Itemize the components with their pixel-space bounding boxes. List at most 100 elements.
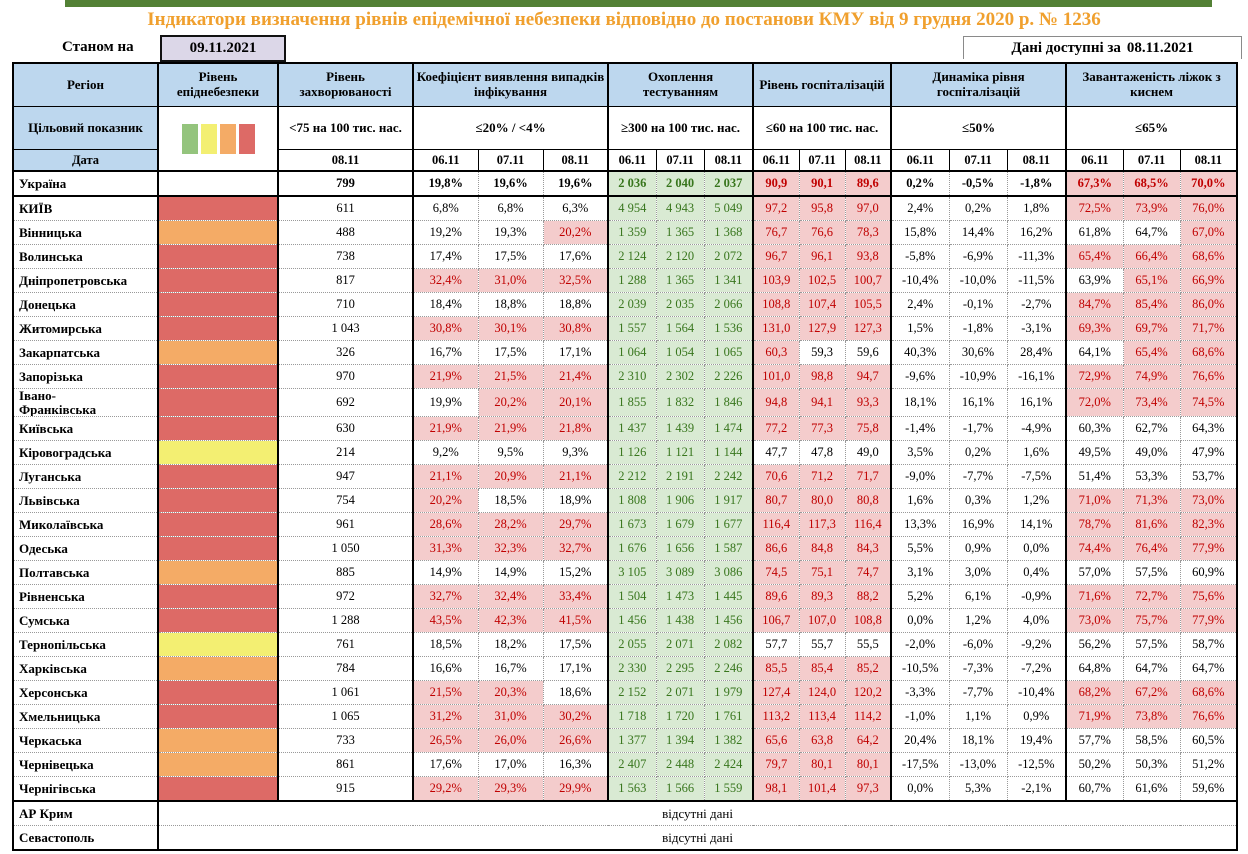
- detection-value: 19,2%: [412, 220, 479, 245]
- risk-level-cell: [157, 292, 279, 317]
- region-name: Івано- Франківська: [13, 388, 159, 418]
- detection-value: 17,5%: [478, 340, 544, 365]
- incidence-value: 1 050: [277, 536, 414, 562]
- detection-value: 29,9%: [543, 776, 609, 803]
- hospitalization-value: 107,4: [799, 292, 846, 317]
- detection-value: 31,0%: [478, 704, 544, 730]
- incidence-value: 972: [277, 584, 414, 610]
- hospitalization-value: 90,1: [799, 170, 846, 197]
- beds-value: 61,8%: [1065, 220, 1124, 245]
- hospitalization-value: 78,3: [845, 220, 892, 245]
- beds-value: 85,4%: [1123, 292, 1181, 317]
- detection-value: 21,1%: [412, 464, 479, 490]
- table-row: Чернігівська 915 29,2% 29,3% 29,9% 1 563 1 566…: [13, 776, 1238, 803]
- beds-value: 73,8%: [1123, 704, 1181, 730]
- dynamics-value: -3,3%: [890, 680, 950, 706]
- detection-value: 17,1%: [543, 340, 609, 365]
- detection-value: 17,5%: [478, 244, 544, 269]
- risk-level-cell: [157, 244, 279, 269]
- detection-value: 32,7%: [412, 584, 479, 610]
- hospitalization-value: 100,7: [845, 268, 892, 293]
- dynamics-value: 5,2%: [890, 584, 950, 610]
- region-name: Севастополь: [13, 825, 159, 851]
- table-row: Кіровоградська 214 9,2% 9,5% 9,3% 1 126 1 121 1…: [13, 440, 1238, 466]
- dynamics-value: -5,8%: [890, 244, 950, 269]
- beds-value: 58,5%: [1123, 728, 1181, 754]
- hospitalization-value: 80,1: [799, 752, 846, 778]
- table-row: Херсонська 1 061 21,5% 20,3% 18,6% 2 152 2 071…: [13, 680, 1238, 706]
- detection-value: 31,0%: [478, 268, 544, 293]
- dynamics-value: 14,1%: [1007, 512, 1067, 538]
- detection-value: 17,6%: [543, 244, 609, 269]
- beds-value: 82,3%: [1180, 512, 1238, 538]
- hospitalization-value: 71,7: [845, 464, 892, 490]
- table-row: Вінницька 488 19,2% 19,3% 20,2% 1 359 1 365 1 3…: [13, 220, 1238, 245]
- testing-value: 3 105: [607, 560, 657, 586]
- beds-value: 64,1%: [1065, 340, 1124, 365]
- dynamics-value: -0,9%: [1007, 584, 1067, 610]
- dynamics-value: -4,9%: [1007, 416, 1067, 442]
- beds-value: 67,0%: [1180, 220, 1238, 245]
- detection-value: 21,9%: [412, 416, 479, 442]
- table-row: Донецька 710 18,4% 18,8% 18,8% 2 039 2 035 2 06…: [13, 292, 1238, 317]
- date-cell: 07.11: [798, 149, 846, 172]
- region-name: Сумська: [13, 608, 159, 634]
- detection-value: 20,2%: [543, 220, 609, 245]
- testing-value: 1 064: [607, 340, 657, 365]
- region-name: Полтавська: [13, 560, 159, 586]
- incidence-value: 488: [277, 220, 414, 245]
- beds-value: 51,2%: [1180, 752, 1238, 778]
- hospitalization-value: 77,3: [799, 416, 846, 442]
- testing-value: 2 330: [607, 656, 657, 682]
- date-cell: 08.11: [1179, 149, 1238, 172]
- beds-value: 51,4%: [1065, 464, 1124, 490]
- date-cell: 06.11: [412, 149, 479, 172]
- detection-value: 9,2%: [412, 440, 479, 466]
- target-row-label: Цільовий показник: [12, 106, 159, 150]
- dynamics-value: 1,8%: [1007, 196, 1067, 221]
- dynamics-value: 20,4%: [890, 728, 950, 754]
- incidence-value: 961: [277, 512, 414, 538]
- detection-value: 29,2%: [412, 776, 479, 803]
- hospitalization-value: 97,2: [752, 196, 800, 221]
- beds-value: 76,0%: [1180, 196, 1238, 221]
- dynamics-value: -3,1%: [1007, 316, 1067, 341]
- testing-value: 2 124: [607, 244, 657, 269]
- testing-value: 1 126: [607, 440, 657, 466]
- beds-value: 71,9%: [1065, 704, 1124, 730]
- detection-value: 31,3%: [412, 536, 479, 562]
- hospitalization-value: 94,8: [752, 388, 800, 418]
- dynamics-value: 1,2%: [1007, 488, 1067, 514]
- beds-value: 66,9%: [1180, 268, 1238, 293]
- hospitalization-value: 77,2: [752, 416, 800, 442]
- beds-value: 69,7%: [1123, 316, 1181, 341]
- detection-value: 17,6%: [412, 752, 479, 778]
- col-header-beds: Завантаженість ліжок з киснем: [1065, 62, 1238, 107]
- testing-value: 2 036: [607, 170, 657, 197]
- beds-value: 57,7%: [1065, 728, 1124, 754]
- detection-value: 6,8%: [478, 196, 544, 221]
- testing-value: 2 302: [656, 364, 705, 389]
- dynamics-value: 15,8%: [890, 220, 950, 245]
- dynamics-value: 0,0%: [890, 608, 950, 634]
- dynamics-value: -13,0%: [949, 752, 1008, 778]
- beds-value: 71,3%: [1123, 488, 1181, 514]
- testing-value: 1 718: [607, 704, 657, 730]
- region-name: Донецька: [13, 292, 159, 317]
- region-name: Житомирська: [13, 316, 159, 341]
- dynamics-value: -7,2%: [1007, 656, 1067, 682]
- dynamics-value: 6,1%: [949, 584, 1008, 610]
- testing-value: 1 504: [607, 584, 657, 610]
- dynamics-value: 19,4%: [1007, 728, 1067, 754]
- beds-value: 72,7%: [1123, 584, 1181, 610]
- testing-value: 3 089: [656, 560, 705, 586]
- detection-value: 19,9%: [412, 388, 479, 418]
- beds-value: 73,4%: [1123, 388, 1181, 418]
- beds-value: 57,5%: [1123, 632, 1181, 658]
- date-cell: 07.11: [948, 149, 1008, 172]
- hospitalization-value: 59,3: [799, 340, 846, 365]
- dynamics-value: 0,0%: [890, 776, 950, 803]
- testing-value: 1 121: [656, 440, 705, 466]
- dynamics-value: -10,5%: [890, 656, 950, 682]
- detection-value: 26,6%: [543, 728, 609, 754]
